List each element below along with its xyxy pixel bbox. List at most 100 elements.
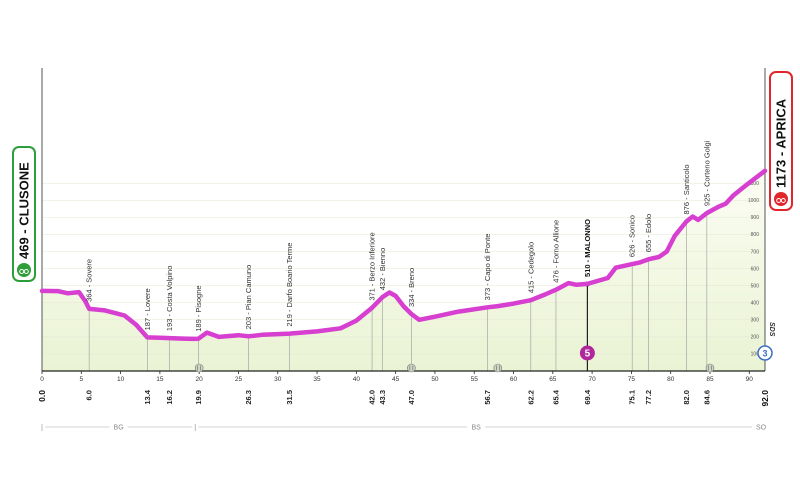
sprint-badge-label: 5 xyxy=(585,349,591,360)
km-tick-label: 50 xyxy=(431,376,439,383)
finish-cyclist-icon-wheel xyxy=(776,198,782,203)
alt-tick-label: 500 xyxy=(751,283,760,289)
km-tick-label: 40 xyxy=(353,376,361,383)
alt-tick-label: 300 xyxy=(751,318,760,324)
km-tick-label: 0 xyxy=(40,376,44,383)
waypoint-label: 476 - Forno Allione xyxy=(551,220,560,283)
waypoint-label: 510 - MALONNO xyxy=(583,219,592,277)
waypoint-label: 415 - Cedegolo xyxy=(526,242,535,293)
waypoint-km-label: 62.2 xyxy=(526,390,535,405)
altitude-grid: 100 200 300 400 500 600 700 800 900 1000 1100 xyxy=(41,68,766,371)
finish-box xyxy=(769,71,793,211)
km-tick-label: 30 xyxy=(274,376,282,383)
waypoint-km-label: 13.4 xyxy=(143,389,152,404)
alt-tick-label: 900 xyxy=(751,215,760,221)
province-bar: BG BS SO xyxy=(41,422,771,432)
km-tick-label: 5 xyxy=(79,376,83,383)
endpoints: 469 - CLUSONE 1173 - APRICA xyxy=(12,71,793,282)
waypoint-km-label: 19.9 xyxy=(194,390,203,405)
km-tick-label: 15 xyxy=(156,376,164,383)
waypoint-label: 925 - Corteno Golgi xyxy=(702,140,711,206)
waypoint-label: 432 - Bienno xyxy=(378,248,387,291)
sprint-badge xyxy=(579,345,595,361)
feed-zone-marker xyxy=(407,363,416,373)
waypoint-label: 334 - Breno xyxy=(407,268,416,307)
feed-zone-marker xyxy=(493,363,503,373)
alt-tick-label: 200 xyxy=(751,335,760,341)
alt-tick-label: 400 xyxy=(751,301,760,307)
waypoint-km-label: 65.4 xyxy=(551,389,560,404)
profile-line xyxy=(39,168,768,342)
waypoint-label: 876 - Santicolo xyxy=(682,164,691,214)
km-tick-label: 75 xyxy=(628,376,636,383)
alt-tick-label: 100 xyxy=(751,352,760,358)
km-axis: 0 5 10 15 20 25 30 35 40 45 50 55 60 65 70 75 80 85 90 5 3 SD… xyxy=(40,322,775,383)
km-tick-label: 20 xyxy=(196,376,204,383)
waypoint-km-label: 77.2 xyxy=(644,390,653,405)
waypoint-km-label: 47.0 xyxy=(407,390,416,405)
feed-zone-marker xyxy=(194,363,204,373)
km-tick-label: 70 xyxy=(588,376,596,383)
province-label: BG xyxy=(114,425,124,432)
waypoint-km-label: 26.3 xyxy=(244,390,253,405)
profile-stroke xyxy=(39,168,768,342)
province-label-bg xyxy=(109,422,128,432)
km-tick-label: 45 xyxy=(392,376,400,383)
start-cyclist-icon-wheel xyxy=(23,269,29,274)
waypoint-label: 219 - Darfo Boario Terme xyxy=(285,243,294,327)
waypoint-labels: 364 - Sovere 6.0 187 - Lovere 13.4 193 - Cos… xyxy=(37,140,770,406)
finish-badge xyxy=(757,345,773,361)
waypoint-label: 371 - Berzo Inferiore xyxy=(368,232,377,300)
start-cyclist-icon-wheel xyxy=(19,269,25,274)
province-label: SO xyxy=(756,425,767,432)
km-tick-label: 65 xyxy=(549,376,557,383)
profile-area xyxy=(42,170,765,371)
waypoint-km-label: 42.0 xyxy=(368,390,377,405)
start-cyclist-icon xyxy=(17,263,31,277)
finish-cyclist-icon xyxy=(774,192,788,206)
alt-tick-label: 1100 xyxy=(748,181,759,187)
waypoint-km-label: 16.2 xyxy=(165,390,174,405)
km-tick-label: 60 xyxy=(510,376,518,383)
waypoint-label: 626 - Sonico xyxy=(628,215,637,257)
waypoint-km-label: 75.1 xyxy=(628,390,637,405)
km-tick-label: 90 xyxy=(746,376,754,383)
waypoint-km-label: 84.6 xyxy=(702,390,711,405)
finish-label: 1173 - APRICA xyxy=(774,98,789,188)
km-tick-label: 85 xyxy=(706,376,714,383)
province-label-bg xyxy=(467,422,486,432)
alt-tick-label: 800 xyxy=(751,232,760,238)
waypoint-label: 187 - Lovere xyxy=(143,288,152,330)
waypoint-label: 193 - Costa Volpino xyxy=(165,266,174,331)
feed-zone-marker xyxy=(705,363,715,373)
finish-cyclist-icon-wheel xyxy=(780,198,786,203)
km-tick-label: 80 xyxy=(667,376,675,383)
km-tick-label: 35 xyxy=(313,376,321,383)
province-label-bg xyxy=(752,422,771,432)
alt-tick-label: 600 xyxy=(751,266,760,272)
alt-tick-label: 700 xyxy=(751,249,760,255)
km-tick-label: 55 xyxy=(471,376,479,383)
endpoint-km-label: 0.0 xyxy=(37,390,47,402)
endpoint-km-label: 92.0 xyxy=(760,390,770,407)
waypoint-label: 364 - Sovere xyxy=(85,259,94,302)
finish-badge-label: 3 xyxy=(762,349,767,359)
finish-side-label: SDS xyxy=(768,322,775,337)
waypoint-km-label: 31.5 xyxy=(285,390,294,405)
waypoint-label: 203 - Pian Camuno xyxy=(244,265,253,330)
waypoint-km-label: 6.0 xyxy=(85,390,94,400)
km-tick-label: 10 xyxy=(117,376,125,383)
province-label: BS xyxy=(472,425,482,432)
start-label: 469 - CLUSONE xyxy=(17,162,32,259)
waypoint-label: 655 - Edolo xyxy=(644,214,653,252)
waypoint-label: 189 - Pisogne xyxy=(194,285,203,331)
waypoint-label: 373 - Capo di Ponte xyxy=(483,234,492,301)
alt-tick-label: 1000 xyxy=(748,198,759,204)
profile-fill xyxy=(42,170,765,371)
waypoint-km-label: 82.0 xyxy=(682,390,691,405)
waypoint-km-label: 56.7 xyxy=(483,390,492,405)
waypoint-km-label: 69.4 xyxy=(583,389,592,404)
start-box xyxy=(12,146,36,282)
waypoint-km-label: 43.3 xyxy=(378,390,387,405)
